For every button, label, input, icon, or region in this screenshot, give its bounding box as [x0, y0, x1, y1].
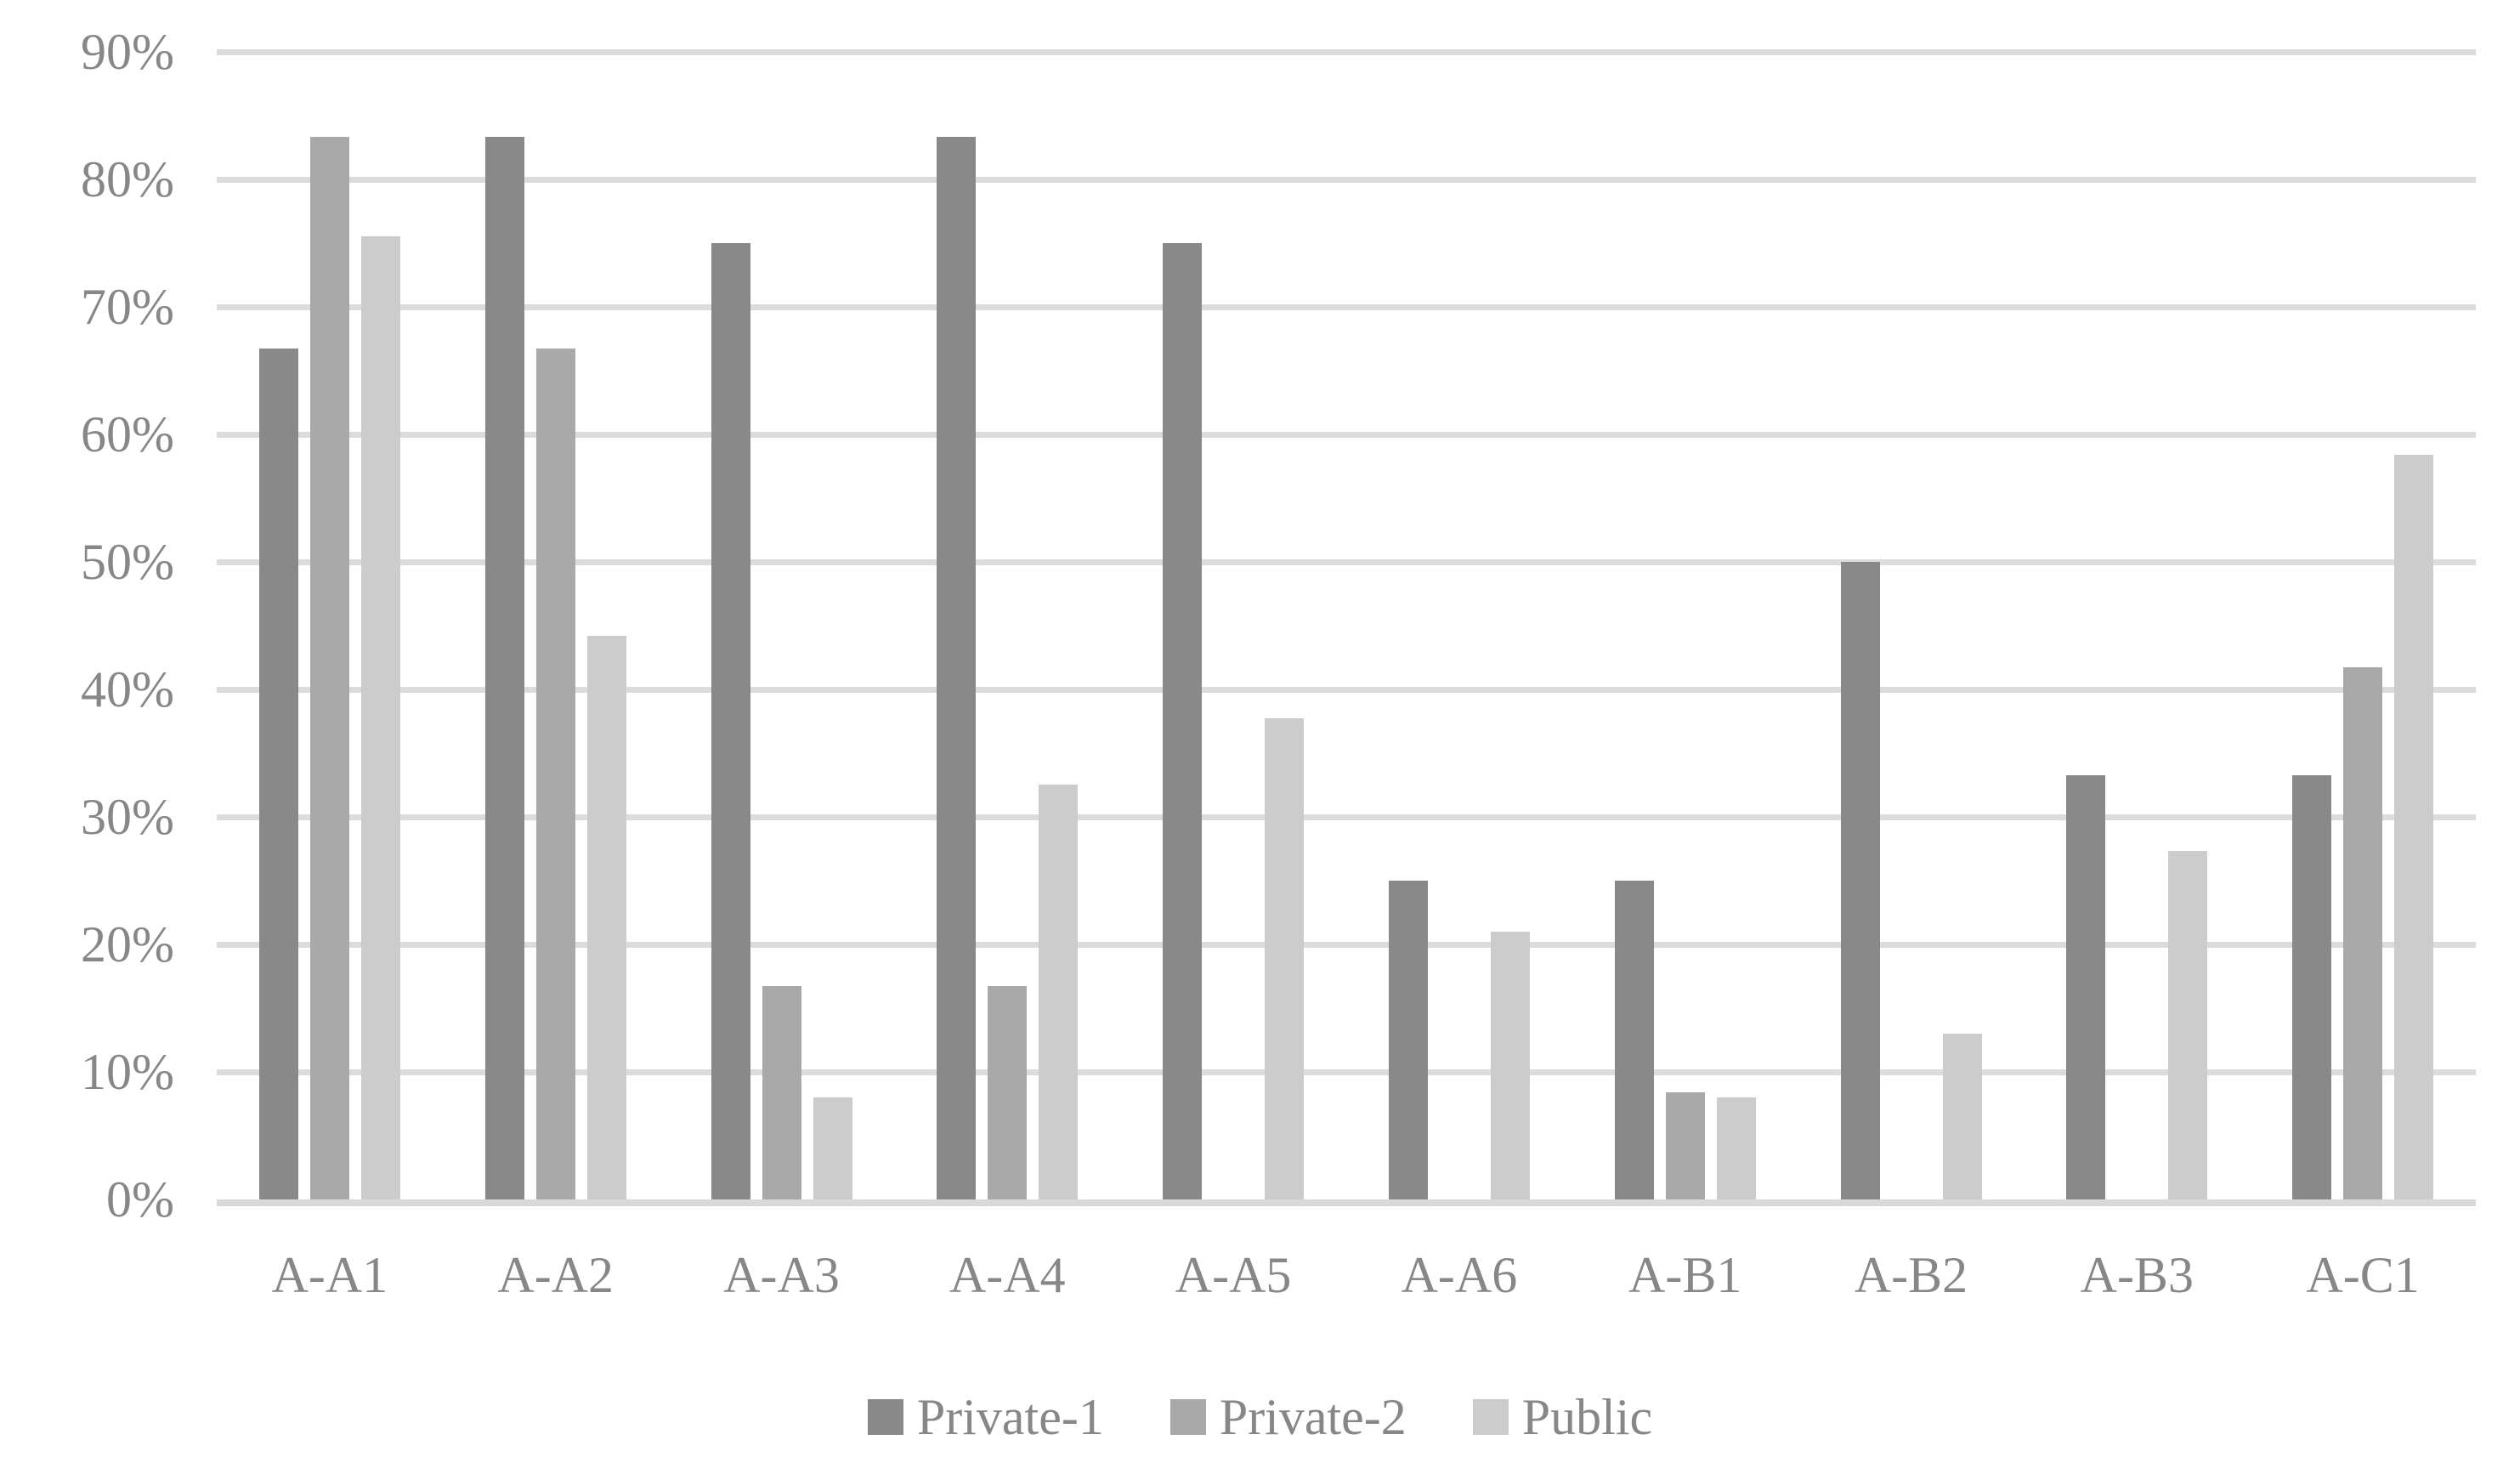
x-tick-label-A-A2: A-A2	[497, 1247, 614, 1303]
y-tick-label-40%: 40%	[81, 661, 174, 717]
bar-Private-1-A-A3	[711, 243, 750, 1199]
bar-Private-1-A-A2	[484, 137, 524, 1199]
legend-swatch-Private-1	[867, 1399, 903, 1435]
bar-Private-1-A-B3	[2066, 775, 2106, 1199]
x-tick-label-A-A1: A-A1	[271, 1247, 388, 1303]
bar-Public-A-A2	[586, 636, 626, 1199]
bar-Private-1-A-C1	[2292, 775, 2332, 1199]
bar-Private-2-A-A4	[988, 986, 1028, 1199]
bar-Private-2-A-A1	[309, 137, 349, 1199]
x-tick-label-A-B3: A-B3	[2080, 1247, 2194, 1303]
x-axis-line	[217, 1199, 2476, 1206]
bar-Public-A-B2	[1942, 1034, 1982, 1199]
bar-Private-1-A-A6	[1388, 881, 1428, 1199]
legend-label-Public: Public	[1521, 1389, 1653, 1445]
legend-label-Private-2: Private-2	[1219, 1389, 1407, 1445]
gridline-80%	[217, 177, 2476, 183]
x-tick-label-A-A6: A-A6	[1401, 1247, 1518, 1303]
x-tick-label-A-A3: A-A3	[723, 1247, 840, 1303]
bar-Public-A-A6	[1490, 932, 1530, 1199]
bar-Private-1-A-B2	[1840, 562, 1880, 1199]
y-tick-label-70%: 70%	[81, 279, 174, 335]
bar-Private-1-A-A4	[937, 137, 977, 1199]
legend-item-Private-2: Private-2	[1169, 1388, 1407, 1446]
gridline-50%	[217, 559, 2476, 565]
legend-label-Private-1: Private-1	[916, 1389, 1104, 1445]
gridline-10%	[217, 1069, 2476, 1075]
y-tick-label-20%: 20%	[81, 916, 174, 972]
bar-Private-1-A-B1	[1614, 881, 1654, 1199]
bar-Private-2-A-A2	[535, 349, 575, 1199]
bar-Private-1-A-A5	[1163, 243, 1203, 1199]
bar-Public-A-A1	[360, 236, 400, 1199]
y-tick-label-10%: 10%	[81, 1044, 174, 1100]
gridline-20%	[217, 942, 2476, 948]
gridline-40%	[217, 687, 2476, 693]
bar-Private-2-A-C1	[2343, 667, 2383, 1199]
legend-item-Public: Public	[1472, 1388, 1653, 1446]
y-tick-label-30%: 30%	[81, 789, 174, 845]
x-tick-label-A-B2: A-B2	[1854, 1247, 1968, 1303]
y-tick-label-0%: 0%	[106, 1171, 174, 1227]
gridline-70%	[217, 304, 2476, 310]
legend-swatch-Public	[1472, 1399, 1509, 1435]
gridline-60%	[217, 432, 2476, 438]
bar-Public-A-A5	[1265, 718, 1305, 1199]
bar-Public-A-B3	[2168, 851, 2208, 1199]
y-tick-label-90%: 90%	[81, 24, 174, 80]
bar-Private-2-A-A3	[762, 986, 801, 1199]
bar-Public-A-B1	[1716, 1097, 1756, 1199]
x-tick-label-A-A5: A-A5	[1175, 1247, 1292, 1303]
bar-Public-A-A4	[1039, 785, 1079, 1199]
y-tick-label-80%: 80%	[81, 151, 174, 207]
x-tick-label-A-C1: A-C1	[2306, 1247, 2420, 1303]
x-tick-label-A-B1: A-B1	[1628, 1247, 1742, 1303]
legend: Private-1 Private-2 Public	[0, 1379, 2520, 1455]
y-tick-label-50%: 50%	[81, 534, 174, 590]
bar-Private-1-A-A1	[258, 349, 298, 1199]
y-tick-label-60%: 60%	[81, 406, 174, 462]
bar-Public-A-A3	[813, 1097, 852, 1199]
gridline-30%	[217, 814, 2476, 820]
bar-Public-A-C1	[2394, 455, 2434, 1199]
bar-Private-2-A-B1	[1665, 1092, 1705, 1199]
x-tick-label-A-A4: A-A4	[949, 1247, 1066, 1303]
legend-item-Private-1: Private-1	[867, 1388, 1104, 1446]
gridline-90%	[217, 49, 2476, 55]
legend-swatch-Private-2	[1169, 1399, 1206, 1435]
